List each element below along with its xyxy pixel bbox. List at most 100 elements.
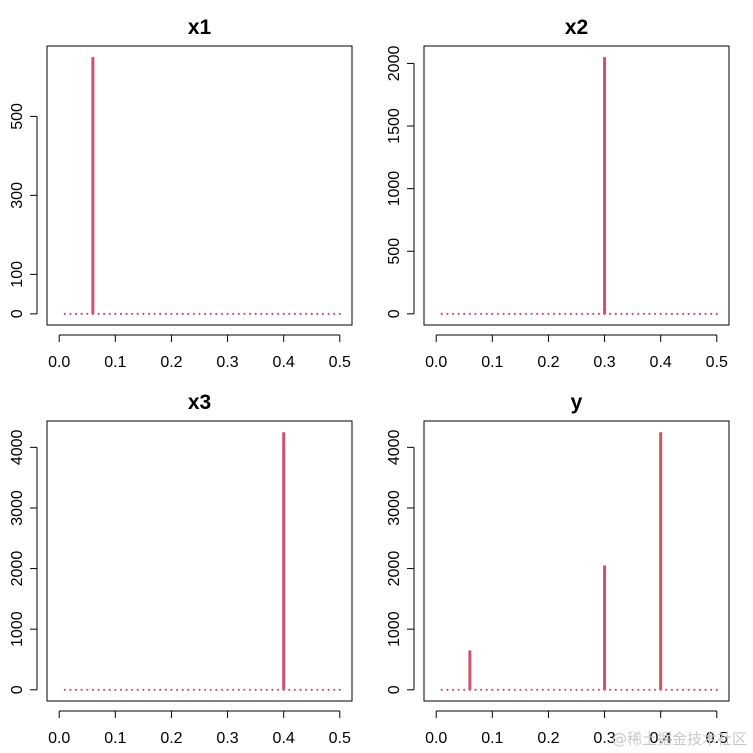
baseline-point <box>192 688 195 691</box>
baseline-point <box>316 688 319 691</box>
baseline-point <box>338 312 341 315</box>
baseline-point <box>327 312 330 315</box>
panel-1: x1 0.0 0.1 0.2 0.3 0.4 0.5 0 100 300 500 <box>9 16 353 371</box>
baseline-point <box>108 688 111 691</box>
chart-title: y <box>571 391 583 414</box>
x-tick-label: 0.4 <box>650 730 672 747</box>
baseline-point <box>552 312 556 315</box>
baseline-point <box>102 688 106 691</box>
baseline-point <box>446 688 449 691</box>
baseline-point <box>333 688 336 691</box>
x-tick-label: 0.2 <box>160 730 182 747</box>
baseline-point <box>564 688 567 691</box>
baseline-point <box>310 688 313 691</box>
y-tick-label: 1000 <box>9 611 26 647</box>
baseline-point <box>114 312 117 315</box>
baseline-point <box>687 688 690 691</box>
baseline-point <box>260 688 263 691</box>
baseline-point <box>86 312 89 315</box>
baseline-point <box>305 688 308 691</box>
baseline-point <box>502 312 505 315</box>
baseline-point <box>698 688 702 691</box>
x-tick-label: 0.2 <box>537 730 559 747</box>
baseline-point <box>159 688 162 691</box>
baseline-point <box>642 688 645 691</box>
baseline-point <box>659 312 662 315</box>
baseline-point <box>513 688 516 691</box>
baseline-point <box>698 312 702 315</box>
baseline-point <box>485 312 488 315</box>
baseline-point <box>276 312 280 315</box>
baseline-point <box>69 688 72 691</box>
baseline-point <box>530 688 533 691</box>
baseline-point <box>457 688 460 691</box>
x-tick-label: 0.4 <box>273 730 295 747</box>
baseline-point <box>243 688 246 691</box>
baseline-point <box>592 312 595 315</box>
baseline-point <box>86 688 89 691</box>
baseline-point <box>575 688 578 691</box>
baseline-point <box>676 312 679 315</box>
x-tick-label: 0.1 <box>481 730 503 747</box>
baseline-point <box>682 688 685 691</box>
baseline-point <box>187 688 190 691</box>
baseline-point <box>293 312 297 315</box>
x-tick-label: 0.2 <box>537 354 559 371</box>
baseline-point <box>327 688 330 691</box>
baseline-point <box>468 312 471 315</box>
baseline-point <box>159 312 162 315</box>
baseline-point <box>321 312 325 315</box>
x-tick-label: 0.3 <box>216 354 238 371</box>
baseline-point <box>586 312 589 315</box>
baseline-point <box>316 312 319 315</box>
baseline-point <box>338 688 341 691</box>
baseline-point <box>479 688 483 691</box>
baseline-point <box>215 312 218 315</box>
y-axis: 0 500 1000 1500 2000 <box>386 46 415 318</box>
baseline-point <box>299 312 302 315</box>
baseline-point <box>491 312 494 315</box>
y-tick-label: 1000 <box>386 611 403 647</box>
baseline-point <box>248 688 252 691</box>
baseline-point <box>715 688 718 691</box>
baseline-point <box>625 688 629 691</box>
y-axis: 0 1000 2000 3000 4000 <box>386 429 415 694</box>
baseline-point <box>693 312 696 315</box>
watermark: @稀土掘金技术社区 <box>611 730 747 748</box>
baseline-point <box>564 312 567 315</box>
baseline-point <box>254 312 257 315</box>
baseline-point <box>502 688 505 691</box>
y-tick-label: 1000 <box>386 171 403 207</box>
baseline-point <box>704 312 707 315</box>
baseline-point <box>536 688 539 691</box>
baseline-point <box>463 688 466 691</box>
baseline-point <box>536 312 539 315</box>
baseline-point <box>665 312 668 315</box>
baseline-point <box>164 688 167 691</box>
baseline-point <box>74 688 78 691</box>
baseline-point <box>204 688 207 691</box>
baseline-point <box>288 312 291 315</box>
y-axis: 0 100 300 500 <box>9 103 38 318</box>
baseline-point <box>581 688 584 691</box>
baseline-point <box>170 312 173 315</box>
baseline-point <box>693 688 696 691</box>
y-tick-label: 0 <box>9 685 26 694</box>
baseline-point <box>226 312 229 315</box>
baseline-point <box>243 312 246 315</box>
baseline-point <box>558 312 561 315</box>
plot-frame <box>46 45 353 326</box>
baseline-point <box>491 688 494 691</box>
x-tick-label: 0.3 <box>216 730 238 747</box>
y-tick-label: 3000 <box>386 490 403 526</box>
y-tick-label: 2000 <box>386 46 403 82</box>
baseline-point <box>519 688 522 691</box>
baseline-point <box>305 312 308 315</box>
baseline-point <box>119 312 123 315</box>
baseline-point <box>631 312 634 315</box>
baseline-point <box>530 312 533 315</box>
x-axis: 0.0 0.1 0.2 0.3 0.4 0.5 <box>425 334 728 371</box>
baseline-point <box>440 312 443 315</box>
y-tick-label: 4000 <box>9 429 26 465</box>
